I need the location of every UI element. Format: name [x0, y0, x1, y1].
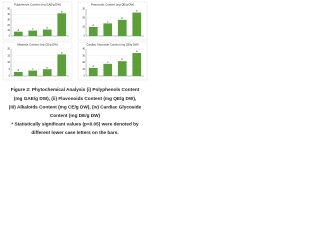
- chart-title: Cardiac Glycoside Content (mg DE/g DW): [86, 43, 138, 47]
- y-tick-label: 20: [82, 17, 85, 20]
- y-tick-label: 30: [82, 8, 85, 11]
- bar: [117, 19, 127, 36]
- caption-line: (iii) Alkaloids Content (mg CE/g DW), (i…: [9, 104, 142, 109]
- y-tick-label: 10: [82, 68, 85, 71]
- y-tick-label: 10: [82, 26, 85, 29]
- caption-line: * Statistically significant values (p<0.…: [11, 122, 139, 127]
- bar: [57, 13, 67, 36]
- bar-letter: c: [32, 68, 34, 71]
- bar-letter: a: [136, 10, 138, 13]
- bar-letter: d: [18, 68, 20, 72]
- page: {"chart_data": [ {"type": "bar", "title"…: [0, 0, 150, 150]
- bar: [13, 71, 23, 76]
- y-tick-label: 40: [82, 48, 85, 51]
- chart-title: Alkaloids Content (mg CE/g DW): [17, 43, 58, 47]
- bar: [57, 54, 67, 76]
- chart-title: Flavonoids Content (mg QE/g DW): [91, 3, 134, 7]
- y-tick-label: 40: [7, 13, 10, 16]
- bar-letter: c: [107, 61, 109, 64]
- bar: [28, 70, 38, 76]
- y-tick-label: 20: [7, 24, 10, 27]
- bar: [88, 27, 98, 36]
- bar: [103, 63, 113, 76]
- bar: [103, 23, 113, 36]
- figure: Polyphenols Content (mg GAE/g DW) 0 10 20 30…: [2, 1, 148, 135]
- y-tick-label: 0: [9, 35, 11, 38]
- bar: [117, 61, 127, 76]
- y-tick-label: 30: [82, 54, 85, 57]
- bar-letter: c: [32, 28, 34, 31]
- bar-letter: b: [47, 26, 49, 30]
- bar: [28, 30, 38, 36]
- bar: [42, 69, 52, 76]
- y-tick-label: 20: [7, 48, 10, 51]
- y-tick-label: 0: [9, 75, 11, 78]
- bar-letter: b: [47, 65, 49, 69]
- bar-letter: d: [93, 23, 95, 27]
- bar: [42, 29, 52, 36]
- caption-line: Content (mg DE/g DW): [50, 113, 101, 118]
- caption-line: (mg GAE/g DW), (ii) Flavonoids Content (…: [14, 96, 136, 101]
- y-tick-label: 50: [7, 8, 10, 11]
- y-tick-label: 5: [9, 68, 11, 71]
- bar-letter: c: [107, 20, 109, 23]
- caption-line: different lower case letters on the bars…: [31, 130, 118, 135]
- bar-letter: d: [93, 64, 95, 68]
- y-tick-label: 15: [7, 54, 10, 57]
- caption-line: Figure 2: Phytochemical Analysis (i) Pol…: [11, 87, 140, 92]
- bar-letter: d: [18, 28, 20, 32]
- bar-letter: b: [122, 57, 124, 61]
- y-tick-label: 10: [7, 29, 10, 32]
- bar-letter: a: [136, 50, 138, 53]
- bar: [132, 53, 142, 76]
- bar-letter: a: [61, 51, 63, 54]
- bar: [132, 12, 142, 37]
- y-tick-label: 20: [82, 61, 85, 64]
- bar: [88, 67, 98, 76]
- bar-letter: b: [122, 16, 124, 20]
- y-tick-label: 0: [84, 75, 86, 78]
- y-tick-label: 0: [84, 35, 86, 38]
- y-tick-label: 30: [7, 18, 10, 21]
- y-tick-label: 10: [7, 61, 10, 64]
- bar: [13, 31, 23, 36]
- bar-letter: a: [61, 10, 63, 13]
- chart-title: Polyphenols Content (mg GAE/g DW): [14, 3, 61, 7]
